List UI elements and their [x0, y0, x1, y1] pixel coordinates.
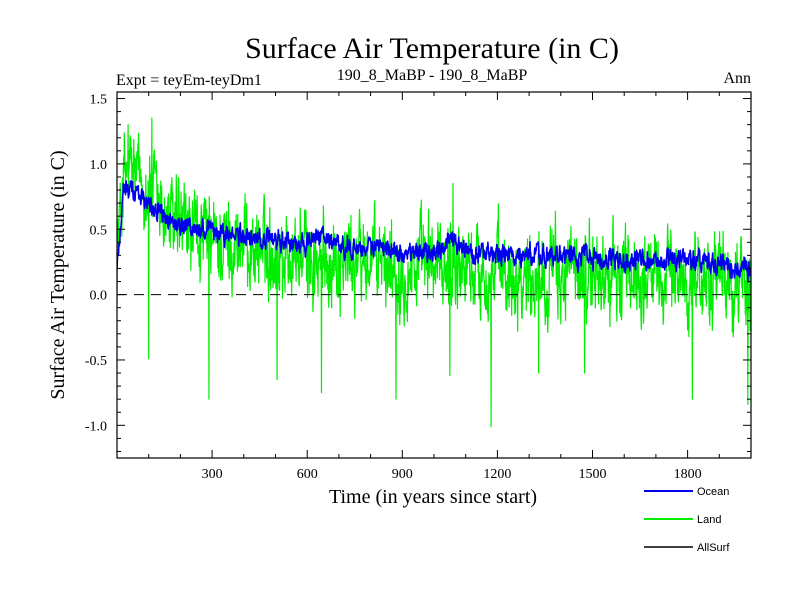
y-tick-label: 0.0: [90, 289, 108, 304]
legend-label-ocean: Ocean: [697, 486, 729, 498]
expt-label: Expt = teyEm-teyDm1: [116, 72, 262, 89]
series-line-land: [117, 117, 751, 428]
period-label: Ann: [723, 70, 751, 87]
x-tick-label: 900: [392, 467, 413, 482]
x-tick-label: 1200: [483, 467, 511, 482]
x-tick-label: 300: [202, 467, 223, 482]
comparison-label: 190_8_MaBP - 190_8_MaBP: [337, 67, 528, 84]
legend-label-land: Land: [697, 514, 721, 526]
series-line-ocean: [117, 180, 751, 283]
legend-label-allsurf: AllSurf: [697, 542, 730, 554]
chart-title: Surface Air Temperature (in C): [245, 32, 619, 65]
ticks-layer: 300 600 900 1200 1500 1800 -1.0 -0.5 0.0 0.5 1.0 1.…: [85, 92, 752, 482]
legend: Ocean Land AllSurf: [644, 486, 730, 554]
y-tick-label: 0.5: [90, 223, 108, 238]
y-tick-label: 1.5: [90, 93, 108, 108]
y-tick-label: -0.5: [85, 354, 107, 369]
y-tick-label: 1.0: [90, 158, 108, 173]
x-axis-label: Time (in years since start): [329, 486, 537, 508]
series-layer: [117, 117, 751, 428]
x-tick-label: 1500: [579, 467, 607, 482]
x-tick-label: 600: [297, 467, 318, 482]
y-tick-label: -1.0: [85, 419, 107, 434]
y-axis-label: Surface Air Temperature (in C): [47, 150, 69, 399]
x-tick-label: 1800: [674, 467, 702, 482]
